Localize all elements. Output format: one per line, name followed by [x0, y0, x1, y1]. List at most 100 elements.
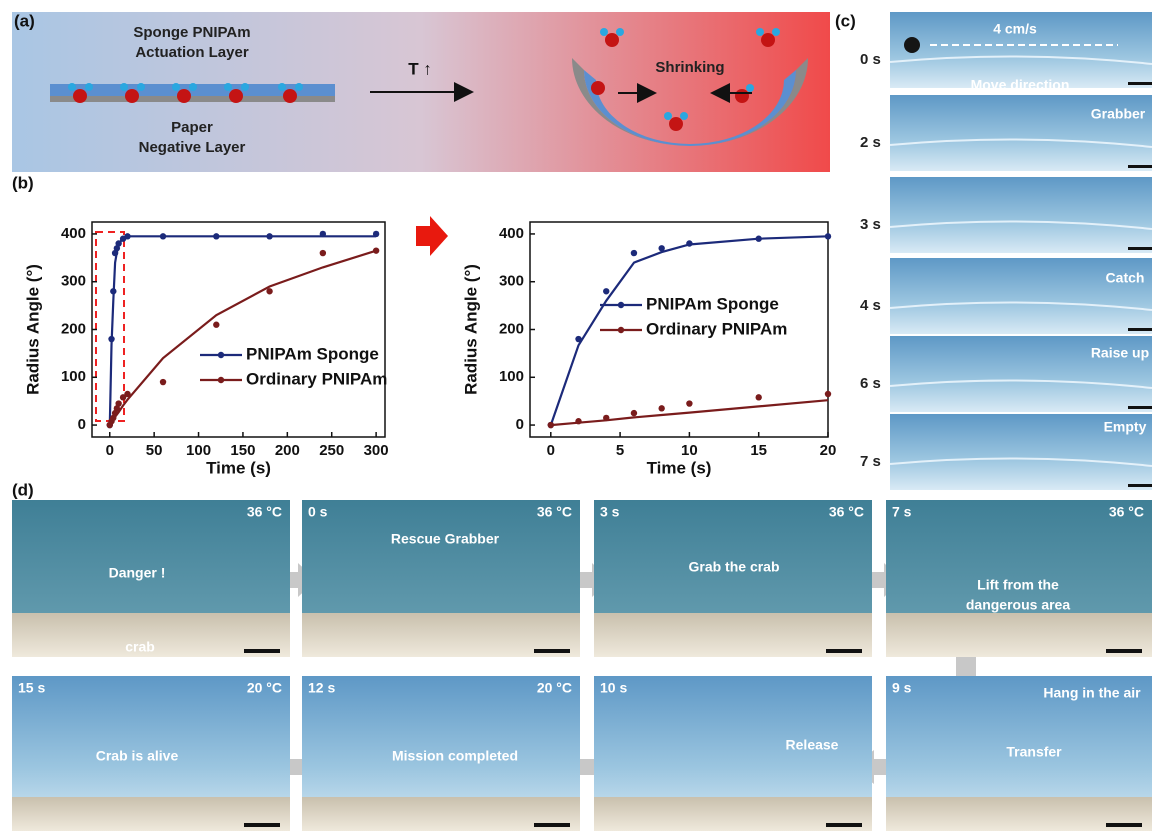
x-tick-label: 20: [820, 442, 837, 459]
data-point: [373, 247, 379, 253]
frame-caption: Grab the crab: [688, 559, 779, 575]
frame-caption: crab: [125, 639, 155, 655]
temperature-label: 36 °C: [829, 504, 864, 520]
data-point: [115, 240, 121, 246]
y-tick-label: 200: [499, 320, 524, 337]
x-tick-label: 250: [319, 442, 344, 459]
time-label: 6 s: [860, 375, 881, 392]
data-point: [160, 379, 166, 385]
layer-label: Negative Layer: [139, 139, 246, 156]
data-point: [266, 233, 272, 239]
scale-bar: [1128, 484, 1152, 487]
legend-label: PNIPAm Sponge: [246, 344, 379, 363]
time-label: 0 s: [308, 504, 328, 520]
data-point: [825, 391, 831, 397]
data-point: [124, 391, 130, 397]
x-tick-label: 10: [681, 442, 698, 459]
frame-caption: Rescue Grabber: [391, 531, 500, 547]
ball: [904, 37, 920, 53]
frame-caption: Empty: [1104, 419, 1147, 435]
x-tick-label: 150: [230, 442, 255, 459]
panel-label: (d): [12, 480, 34, 499]
time-label: 3 s: [600, 504, 620, 520]
data-point: [686, 240, 692, 246]
time-label: 15 s: [18, 680, 45, 696]
video-frame: [890, 177, 1152, 253]
y-tick-label: 200: [61, 320, 86, 337]
scale-bar: [244, 649, 280, 653]
data-point: [658, 245, 664, 251]
frame-caption: Mission completed: [392, 748, 518, 764]
y-tick-label: 100: [61, 368, 86, 385]
time-label: 12 s: [308, 680, 335, 696]
temperature-label: 36 °C: [537, 504, 572, 520]
temperature-label: 36 °C: [247, 504, 282, 520]
zoom-arrow: [416, 216, 448, 256]
data-point: [266, 288, 272, 294]
data-point: [825, 233, 831, 239]
legend-marker: [618, 327, 624, 333]
x-axis-label: Time (s): [206, 458, 271, 477]
frame-caption: dangerous area: [966, 597, 1070, 613]
time-label: 0 s: [860, 51, 881, 68]
data-point: [658, 405, 664, 411]
y-tick-label: 300: [61, 273, 86, 290]
temperature-label: 20 °C: [247, 680, 282, 696]
scale-bar: [1128, 82, 1152, 85]
stimulus-label: T ↑: [408, 59, 432, 78]
figure: (a) Sponge PNIPAm Actuation Layer Paper Nega…: [0, 0, 1152, 831]
y-tick-label: 400: [61, 225, 86, 242]
legend-label: Ordinary PNIPAm: [246, 369, 387, 388]
data-point: [213, 233, 219, 239]
legend-marker: [218, 377, 224, 383]
bilayer-flat: [50, 83, 335, 103]
layer-label: Sponge PNIPAm: [133, 24, 250, 41]
data-point: [631, 410, 637, 416]
x-tick-label: 0: [547, 442, 555, 459]
y-tick-label: 0: [516, 416, 524, 433]
scale-bar: [244, 823, 280, 827]
fit-line: [110, 236, 376, 425]
process-label: Shrinking: [655, 59, 724, 76]
frame-caption: Lift from the: [977, 577, 1059, 593]
y-axis-label: Radius Angle (°): [461, 264, 480, 395]
frame-caption: Crab is alive: [96, 748, 179, 764]
layer-label: Paper: [171, 119, 213, 136]
data-point: [110, 288, 116, 294]
data-point: [603, 288, 609, 294]
frame-caption: Move direction: [971, 77, 1070, 93]
scale-bar: [826, 823, 862, 827]
frame-caption: Hang in the air: [1043, 685, 1141, 701]
layer-label: Actuation Layer: [135, 44, 249, 61]
y-tick-label: 400: [499, 225, 524, 242]
scale-bar: [1128, 247, 1152, 250]
scale-bar: [534, 823, 570, 827]
scale-bar: [1106, 823, 1142, 827]
frame-caption: Grabber: [1091, 106, 1146, 122]
x-tick-label: 0: [106, 442, 114, 459]
time-label: 7 s: [892, 504, 912, 520]
scale-bar: [1128, 328, 1152, 331]
x-tick-label: 15: [750, 442, 767, 459]
x-axis-label: Time (s): [647, 458, 712, 477]
time-label: 10 s: [600, 680, 627, 696]
time-label: 2 s: [860, 134, 881, 151]
scale-bar: [1128, 406, 1152, 409]
x-tick-label: 100: [186, 442, 211, 459]
frame-caption: Catch: [1106, 270, 1145, 286]
panel-label: (a): [14, 11, 35, 30]
scale-bar: [1128, 165, 1152, 168]
legend-label: Ordinary PNIPAm: [646, 319, 787, 338]
frame-caption: Transfer: [1006, 744, 1062, 760]
scale-bar: [826, 649, 862, 653]
data-point: [755, 236, 761, 242]
time-label: 7 s: [860, 453, 881, 470]
plot-frame: [92, 222, 385, 437]
y-axis-label: Radius Angle (°): [23, 264, 42, 395]
data-point: [575, 336, 581, 342]
panel-label: (b): [12, 173, 34, 192]
time-label: 9 s: [892, 680, 912, 696]
data-point: [755, 394, 761, 400]
frame-caption: 4 cm/s: [993, 21, 1037, 37]
data-point: [160, 233, 166, 239]
